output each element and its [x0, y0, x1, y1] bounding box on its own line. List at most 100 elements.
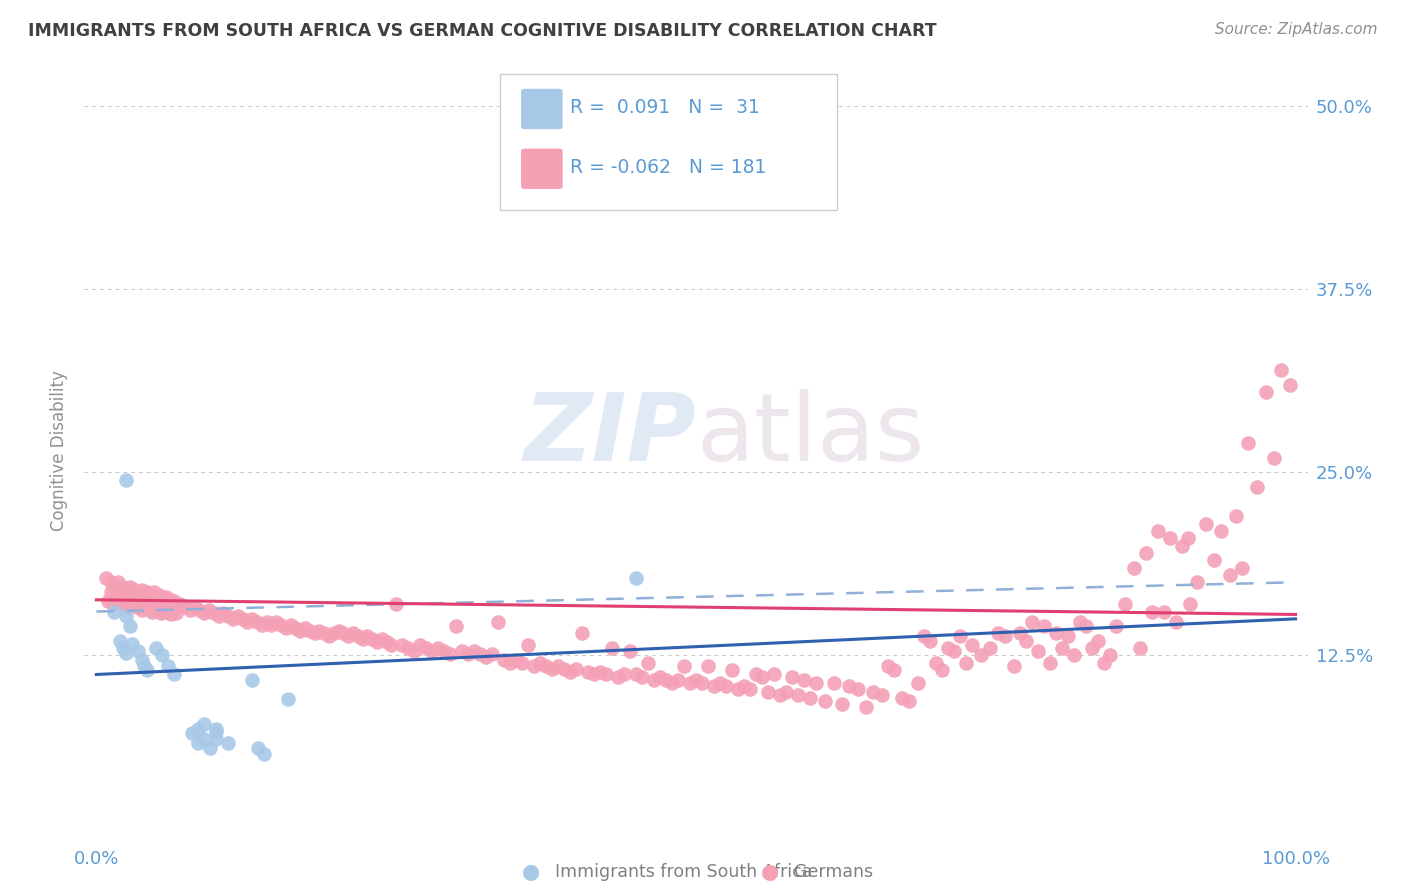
Point [240, 612, 263, 626]
Point [322, 626, 344, 640]
Point [332, 626, 354, 640]
Point [1087, 633, 1109, 648]
Point [118, 591, 141, 606]
Point [246, 615, 269, 629]
Point [118, 619, 141, 633]
Point [104, 590, 127, 604]
Point [643, 673, 665, 688]
Point [931, 663, 953, 677]
Point [433, 644, 456, 658]
Point [110, 585, 132, 599]
Point [994, 629, 1017, 643]
Point [475, 649, 498, 664]
Point [925, 656, 948, 670]
Point [1140, 605, 1163, 619]
Point [936, 641, 959, 656]
Point [264, 615, 287, 629]
Point [200, 740, 222, 755]
Point [165, 606, 187, 620]
Point [855, 699, 877, 714]
Point [145, 641, 167, 656]
Point [1045, 626, 1067, 640]
Point [1278, 377, 1301, 392]
Point [907, 676, 929, 690]
Point [486, 615, 509, 629]
Point [1056, 629, 1078, 643]
Point [468, 647, 491, 661]
Point [118, 580, 141, 594]
Point [100, 585, 122, 599]
Point [1039, 656, 1062, 670]
FancyBboxPatch shape [501, 74, 837, 210]
Point [304, 626, 326, 640]
Point [420, 644, 443, 658]
Point [142, 585, 165, 599]
Point [101, 597, 124, 611]
Point [115, 473, 138, 487]
Point [97, 594, 120, 608]
Point [150, 648, 173, 663]
Point [494, 653, 516, 667]
Point [624, 667, 647, 681]
Point [337, 629, 360, 643]
Point [1219, 568, 1241, 582]
Point [679, 676, 702, 690]
Point [375, 635, 398, 649]
Point [648, 670, 671, 684]
Point [163, 594, 186, 608]
Point [987, 626, 1010, 640]
Point [1069, 615, 1091, 629]
Point [150, 591, 173, 606]
Point [253, 747, 276, 761]
FancyBboxPatch shape [522, 149, 562, 189]
Point [110, 633, 132, 648]
Point [898, 694, 921, 708]
Point [107, 575, 129, 590]
Point [444, 619, 467, 633]
Point [155, 590, 177, 604]
Point [949, 629, 972, 643]
Point [814, 694, 837, 708]
Point [318, 629, 340, 643]
Point [236, 615, 259, 629]
Point [352, 632, 374, 647]
Point [876, 658, 898, 673]
FancyBboxPatch shape [522, 89, 562, 129]
Point [751, 670, 773, 684]
Point [150, 606, 173, 620]
Point [547, 658, 569, 673]
Point [1236, 436, 1258, 450]
Point [157, 658, 180, 673]
Point [1032, 619, 1054, 633]
Point [391, 638, 413, 652]
Point [193, 731, 215, 746]
Point [103, 578, 125, 592]
Point [862, 685, 884, 699]
Point [342, 626, 364, 640]
Point [463, 644, 485, 658]
Point [1074, 619, 1097, 633]
Point [1105, 619, 1128, 633]
Point [427, 641, 450, 656]
Point [697, 658, 720, 673]
Point [955, 656, 977, 670]
Text: R =  0.091   N =  31: R = 0.091 N = 31 [569, 98, 759, 117]
Point [918, 633, 941, 648]
Point [1129, 641, 1152, 656]
Point [155, 605, 177, 619]
Point [115, 608, 138, 623]
Point [139, 589, 162, 603]
Point [510, 656, 533, 670]
Point [631, 670, 654, 684]
Point [745, 667, 768, 681]
Point [135, 585, 157, 599]
Y-axis label: Cognitive Disability: Cognitive Disability [51, 370, 69, 531]
Point [1092, 656, 1115, 670]
Point [541, 662, 564, 676]
Point [115, 646, 138, 660]
Point [193, 717, 215, 731]
Point [308, 624, 330, 638]
Point [298, 624, 321, 638]
Point [1211, 524, 1233, 538]
Point [685, 673, 707, 688]
